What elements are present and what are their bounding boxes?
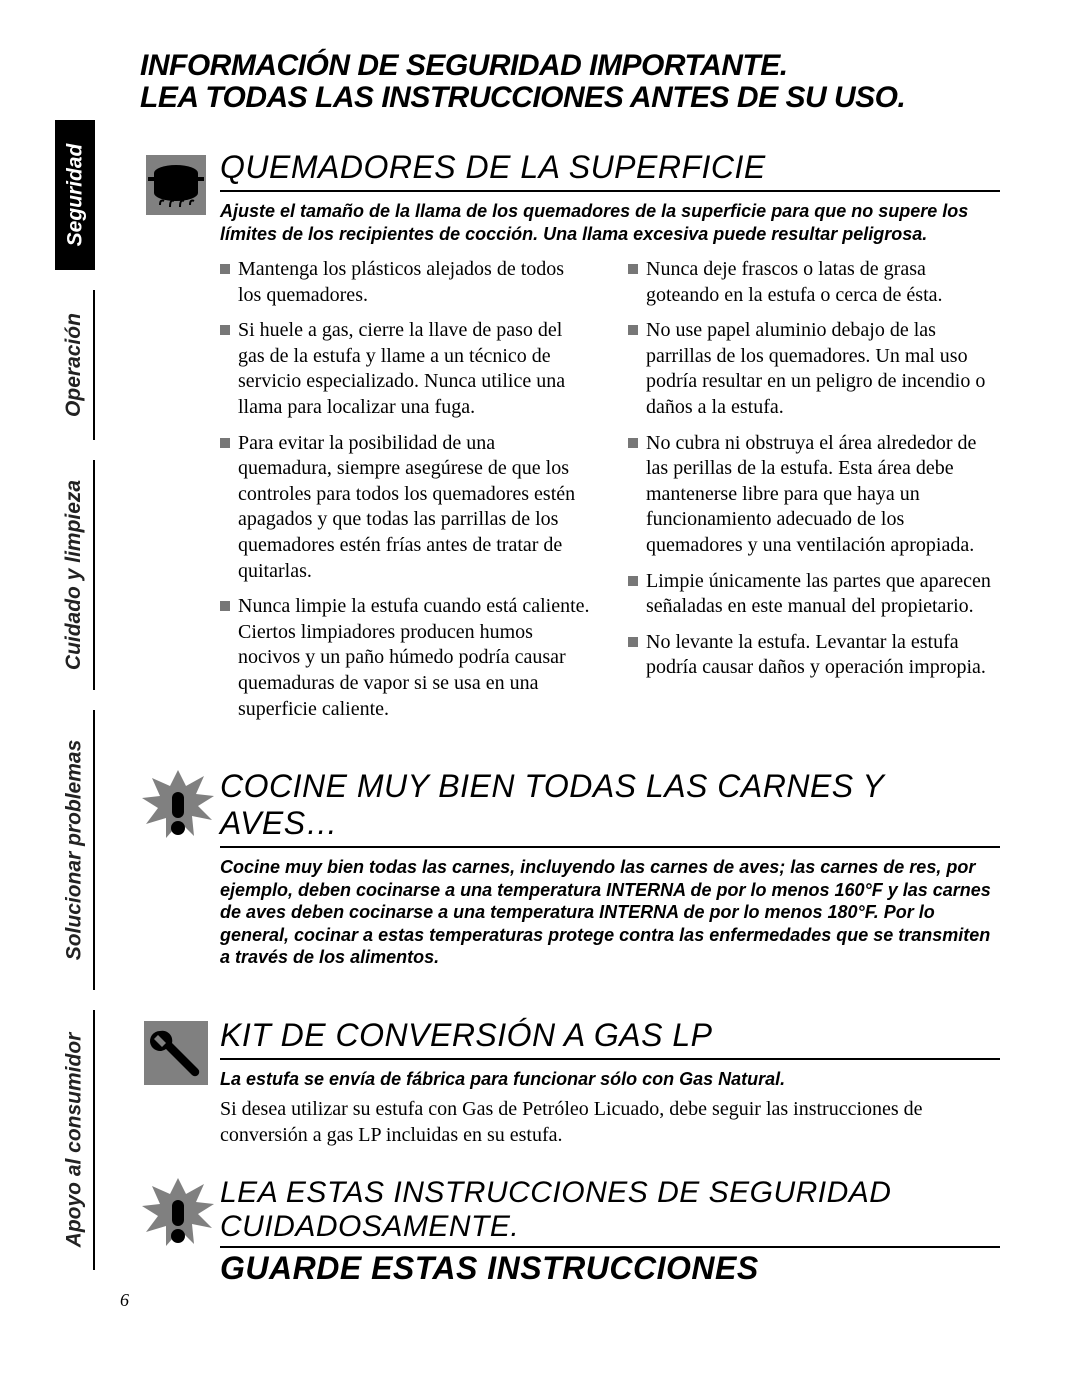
list-item: No levante la estufa. Levantar la estufa… xyxy=(628,630,1000,681)
burners-left-list: Mantenga los plásticos alejados de todos… xyxy=(220,257,592,722)
list-item: No use papel aluminio debajo de las parr… xyxy=(628,318,1000,420)
section-save: LEA ESTAS INSTRUCCIONES DE SEGURIDAD CUI… xyxy=(140,1176,1000,1287)
list-item: Para evitar la posibilidad de una quemad… xyxy=(220,431,592,585)
wrench-icon xyxy=(140,1017,220,1094)
list-item: Si huele a gas, cierre la llave de paso … xyxy=(220,318,592,420)
burners-intro: Ajuste el tamaño de la llama de los quem… xyxy=(220,200,1000,245)
alert-burst-icon xyxy=(140,1176,220,1261)
save-line-1: LEA ESTAS INSTRUCCIONES DE SEGURIDAD CUI… xyxy=(220,1176,1000,1248)
cook-intro: Cocine muy bien todas las carnes, incluy… xyxy=(220,856,1000,969)
header-line-1: INFORMACIÓN DE SEGURIDAD IMPORTANTE. xyxy=(140,50,1000,82)
section-burners: QUEMADORES DE LA SUPERFICIE Ajuste el ta… xyxy=(140,149,1000,732)
lp-title: KIT DE CONVERSIÓN A GAS LP xyxy=(220,1017,1000,1060)
cook-title: COCINE MUY BIEN TODAS LAS CARNES Y AVES… xyxy=(220,768,1000,848)
burners-right-list: Nunca deje frascos o latas de grasa gote… xyxy=(628,257,1000,681)
list-item: Mantenga los plásticos alejados de todos… xyxy=(220,257,592,308)
main-heading: INFORMACIÓN DE SEGURIDAD IMPORTANTE. LEA… xyxy=(140,50,1000,113)
page-content: INFORMACIÓN DE SEGURIDAD IMPORTANTE. LEA… xyxy=(80,50,1000,1287)
alert-burst-icon xyxy=(140,768,220,853)
list-item: Nunca limpie la estufa cuando está calie… xyxy=(220,594,592,722)
list-item: No cubra ni obstruya el área alrededor d… xyxy=(628,431,1000,559)
header-line-2: LEA TODAS LAS INSTRUCCIONES ANTES DE SU … xyxy=(140,82,1000,114)
pot-icon xyxy=(140,149,220,226)
page-number: 6 xyxy=(120,1290,129,1311)
burners-title: QUEMADORES DE LA SUPERFICIE xyxy=(220,149,1000,192)
list-item: Nunca deje frascos o latas de grasa gote… xyxy=(628,257,1000,308)
section-cook: COCINE MUY BIEN TODAS LAS CARNES Y AVES…… xyxy=(140,768,1000,981)
list-item: Limpie únicamente las partes que aparece… xyxy=(628,569,1000,620)
lp-intro: La estufa se envía de fábrica para funci… xyxy=(220,1068,1000,1091)
lp-body: Si desea utilizar su estufa con Gas de P… xyxy=(220,1096,1000,1148)
section-lp: KIT DE CONVERSIÓN A GAS LP La estufa se … xyxy=(140,1017,1000,1149)
save-line-2: GUARDE ESTAS INSTRUCCIONES xyxy=(220,1250,1000,1287)
